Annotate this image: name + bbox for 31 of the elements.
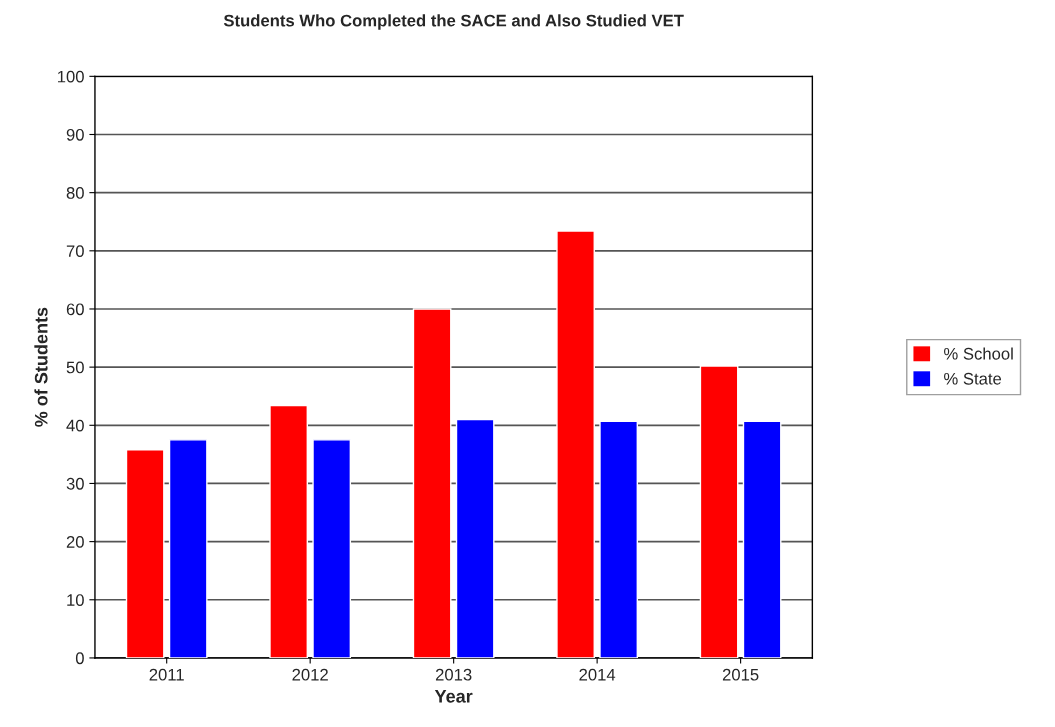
bar — [312, 439, 352, 658]
y-tick-label: 90 — [66, 128, 84, 141]
y-tick-label: 40 — [66, 419, 84, 432]
y-tick-label: 10 — [67, 594, 84, 606]
x-axis-title: Year — [434, 690, 473, 703]
y-tick-label: 50 — [66, 361, 84, 374]
y-tick-label: 60 — [66, 303, 84, 316]
bar — [125, 449, 165, 658]
bar — [599, 420, 638, 658]
y-tick-label: 80 — [66, 187, 84, 199]
bar — [556, 230, 595, 658]
y-tick-label: 0 — [75, 652, 84, 665]
legend-label: % School — [944, 347, 1013, 360]
bar — [269, 404, 308, 658]
x-tick-label: 2012 — [292, 668, 328, 681]
bar — [168, 439, 208, 658]
x-tick-label: 2014 — [579, 668, 616, 681]
bar — [699, 365, 739, 658]
legend-label: % State — [944, 372, 1002, 385]
x-tick-label: 2015 — [722, 668, 759, 681]
x-tick-label: 2011 — [149, 668, 184, 681]
y-tick-label: 70 — [66, 245, 84, 258]
y-axis-title: % of Students — [34, 307, 48, 427]
y-tick-label: 100 — [58, 70, 84, 83]
y-tick-label: 20 — [66, 536, 84, 548]
chart-title: Students Who Completed the SACE and Also Studied VET — [223, 14, 684, 30]
bar — [412, 308, 452, 658]
bar — [455, 418, 495, 658]
y-tick-label: 30 — [66, 477, 84, 490]
x-tick-label: 2013 — [435, 668, 472, 681]
bar — [742, 420, 782, 658]
